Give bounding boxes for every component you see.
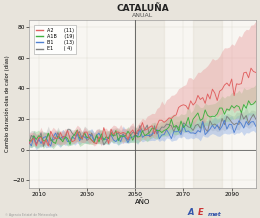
Y-axis label: Cambio duración olas de calor (días): Cambio duración olas de calor (días) — [4, 55, 10, 152]
Text: met: met — [208, 212, 222, 217]
Bar — [193, 19, 222, 188]
Text: © Agencia Estatal de Meteorología: © Agencia Estatal de Meteorología — [5, 213, 57, 217]
Text: ANUAL: ANUAL — [132, 13, 153, 18]
Bar — [135, 19, 164, 188]
Text: E: E — [198, 208, 203, 217]
Bar — [164, 19, 193, 188]
Text: A: A — [187, 208, 194, 217]
Bar — [222, 19, 256, 188]
Title: CATALUÑA: CATALUÑA — [116, 4, 169, 13]
X-axis label: AÑO: AÑO — [135, 198, 150, 205]
Legend: A2       (11), A1B     (19), B1       (13), E1       ( 4): A2 (11), A1B (19), B1 (13), E1 ( 4) — [34, 25, 76, 54]
